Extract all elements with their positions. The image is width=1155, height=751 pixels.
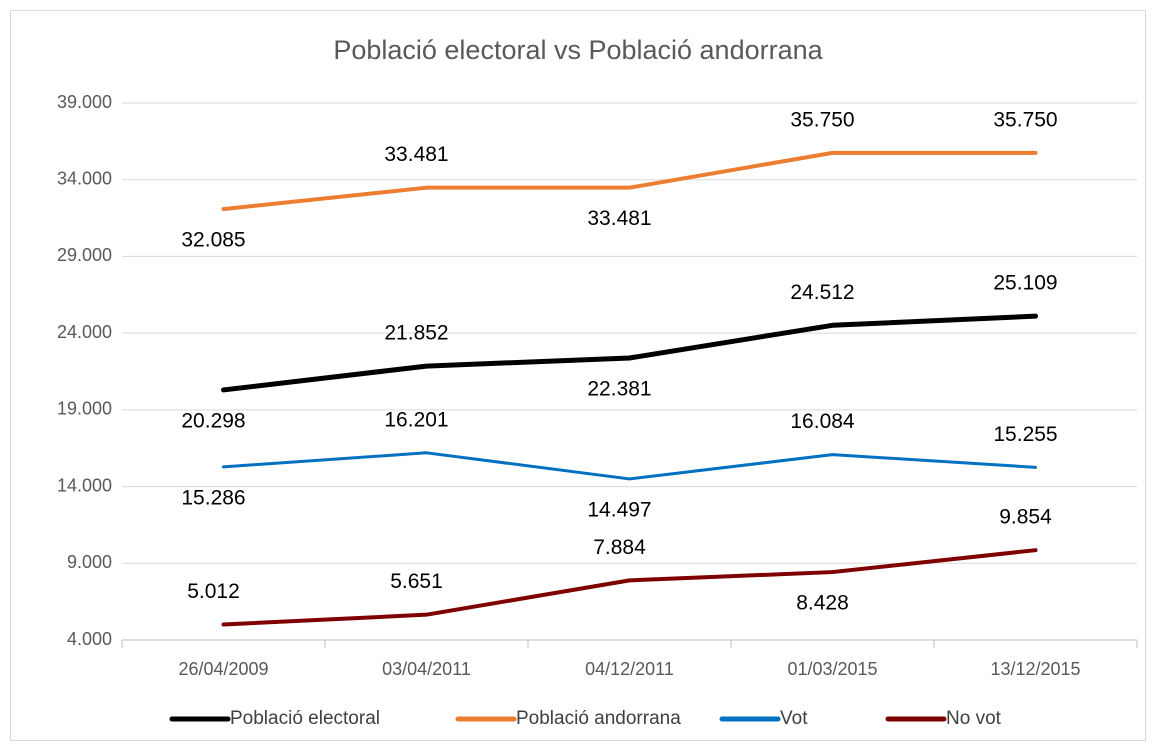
y-tick-label: 34.000 [57, 168, 112, 188]
legend-label: Població andorrana [516, 708, 681, 729]
data-label: 35.750 [790, 108, 854, 131]
data-label: 35.750 [993, 108, 1057, 131]
data-label: 15.286 [181, 486, 245, 509]
y-tick-label: 9.000 [67, 552, 112, 572]
chart-title: Població electoral vs Població andorrana [333, 35, 823, 65]
y-tick-label: 14.000 [57, 475, 112, 495]
data-label: 32.085 [181, 229, 245, 252]
data-label: 21.852 [384, 322, 448, 345]
data-label: 7.884 [593, 536, 646, 559]
x-tick-label: 26/04/2009 [178, 659, 268, 679]
legend-label: Població electoral [230, 708, 380, 729]
data-label: 20.298 [181, 409, 245, 432]
y-tick-label: 29.000 [57, 245, 112, 265]
data-label: 33.481 [384, 143, 448, 166]
x-tick-label: 01/03/2015 [787, 659, 877, 679]
series-line [221, 150, 1038, 212]
y-tick-label: 4.000 [67, 629, 112, 649]
data-label: 8.428 [796, 592, 849, 615]
series-line [221, 313, 1038, 393]
data-label: 25.109 [993, 272, 1057, 295]
data-label: 24.512 [790, 281, 854, 304]
y-tick-label: 39.000 [57, 92, 112, 112]
x-tick-label: 03/04/2011 [382, 659, 471, 679]
data-label: 33.481 [587, 207, 651, 230]
series-line [222, 451, 1037, 481]
data-label: 15.255 [993, 423, 1057, 446]
data-label: 16.084 [790, 410, 855, 433]
y-tick-label: 24.000 [57, 322, 112, 342]
data-label: 16.201 [384, 408, 448, 431]
x-tick-label: 13/12/2015 [990, 659, 1080, 679]
data-label: 5.651 [390, 570, 443, 593]
data-label: 5.012 [187, 580, 240, 603]
data-label: 22.381 [587, 378, 651, 401]
series-line [221, 548, 1038, 627]
legend-label: Vot [780, 708, 808, 729]
data-label: 14.497 [587, 498, 651, 521]
data-label: 9.854 [999, 506, 1052, 529]
x-tick-label: 04/12/2011 [585, 659, 674, 679]
legend-label: No vot [946, 708, 1002, 729]
y-tick-label: 19.000 [57, 399, 112, 419]
chart-border [10, 10, 1146, 741]
